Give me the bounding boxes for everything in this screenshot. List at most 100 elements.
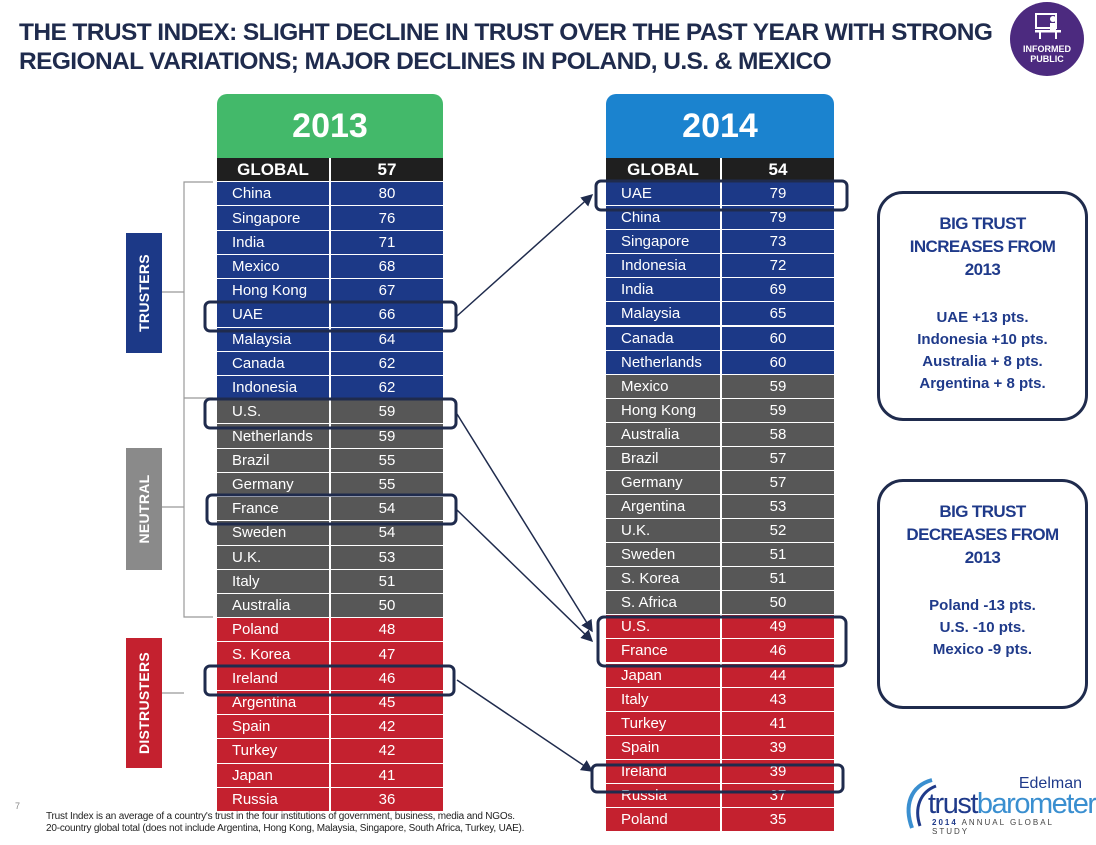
table-row: Indonesia 62	[217, 376, 443, 400]
move-arrow-france	[456, 509, 594, 643]
country-cell: Spain	[232, 718, 271, 736]
value-cell: 79	[769, 209, 787, 227]
table-row: Germany 55	[217, 472, 443, 497]
increase-item: Argentina + 8 pts.	[919, 375, 1046, 392]
value-cell: 60	[769, 329, 787, 347]
logo-subtitle: 2014 ANNUAL GLOBAL STUDY	[932, 818, 1090, 836]
column-divider	[720, 446, 722, 470]
column-divider	[329, 521, 331, 545]
table-row: Turkey 42	[217, 739, 443, 763]
value-cell: 59	[378, 403, 396, 421]
table-row: Spain 42	[217, 715, 443, 739]
country-cell: S. Korea	[232, 645, 291, 663]
value-cell: 51	[769, 570, 787, 588]
table-row: Italy 43	[606, 687, 834, 711]
increase-item: UAE +13 pts.	[936, 309, 1029, 326]
value-cell: 72	[769, 257, 787, 275]
increases-heading-2: INCREASES FROM	[909, 237, 1056, 256]
value-cell: 68	[378, 257, 396, 275]
increases-callout: BIG TRUST INCREASES FROM 2013 UAE +13 pt…	[877, 191, 1088, 421]
column-divider	[329, 715, 331, 739]
value-cell: 35	[769, 810, 787, 828]
table-row: U.K. 53	[217, 545, 443, 569]
table-row: U.S. 49	[606, 615, 834, 639]
table-row: China 79	[606, 206, 834, 230]
value-cell: 69	[769, 281, 787, 299]
value-cell: 51	[769, 546, 787, 564]
table-row: Turkey 41	[606, 711, 834, 735]
country-cell: Australia	[621, 425, 680, 443]
table-row: France 54	[217, 497, 443, 521]
country-cell: Spain	[621, 738, 660, 756]
value-cell: 41	[378, 766, 396, 784]
country-cell: Poland	[621, 810, 668, 828]
country-cell: Indonesia	[232, 379, 298, 397]
value-cell: 62	[378, 379, 396, 397]
column-divider	[329, 206, 331, 230]
country-cell: UAE	[621, 185, 652, 203]
column-divider	[329, 254, 331, 279]
value-cell: 79	[769, 185, 787, 203]
country-cell: Australia	[232, 597, 291, 615]
edelman-trustbarometer-logo: Edelman trustbarometer 2014 ANNUAL GLOBA…	[900, 772, 1096, 836]
country-cell: Germany	[621, 473, 683, 491]
country-cell: Turkey	[232, 742, 278, 760]
country-cell: Turkey	[621, 714, 667, 732]
table-row: Germany 57	[606, 470, 834, 494]
column-divider	[720, 591, 722, 615]
country-cell: Argentina	[621, 498, 686, 516]
value-cell: 54	[378, 524, 396, 542]
column-divider	[329, 351, 331, 375]
column-divider	[720, 158, 722, 182]
column-divider	[720, 326, 722, 350]
country-cell: Singapore	[621, 233, 690, 251]
value-cell: 53	[378, 548, 396, 566]
footnote-line-1: Trust Index is an average of a country's…	[46, 811, 515, 822]
country-cell: Mexico	[621, 377, 669, 395]
country-cell: Italy	[232, 572, 260, 590]
table-row: Mexico 59	[606, 374, 834, 398]
table-row: Sweden 54	[217, 521, 443, 545]
decreases-heading-1: BIG TRUST	[939, 502, 1026, 521]
value-cell: 45	[378, 693, 396, 711]
logo-name-part1: trust	[928, 788, 978, 820]
decrease-item: Mexico -9 pts.	[932, 641, 1033, 658]
value-cell: 55	[378, 475, 396, 493]
tier-label-distrusters: DISTRUSTERS	[126, 638, 162, 768]
table-row: Hong Kong 67	[217, 279, 443, 303]
country-cell: Poland	[232, 621, 279, 639]
value-cell: 46	[378, 669, 396, 687]
country-cell: U.S.	[621, 618, 651, 636]
column-divider	[720, 206, 722, 230]
column-divider	[720, 374, 722, 398]
value-cell: 39	[769, 762, 787, 780]
country-cell: Singapore	[232, 209, 301, 227]
value-cell: 80	[378, 185, 396, 203]
value-cell: 62	[378, 354, 396, 372]
table-row: Brazil 57	[606, 446, 834, 470]
value-cell: 44	[769, 666, 787, 684]
table-row: Netherlands 60	[606, 350, 834, 374]
country-cell: Canada	[621, 329, 674, 347]
value-cell: 47	[378, 645, 396, 663]
table-row: Poland 48	[217, 618, 443, 642]
value-cell: 60	[769, 353, 787, 371]
global-row: GLOBAL 54	[606, 158, 834, 182]
table-row: India 69	[606, 278, 834, 302]
increases-heading-3: 2013	[964, 260, 1001, 279]
value-cell: 57	[769, 449, 787, 467]
table-row: S. Korea 47	[217, 642, 443, 666]
country-cell: U.S.	[232, 403, 262, 421]
country-cell: France	[621, 642, 668, 660]
column-divider	[329, 594, 331, 618]
column-divider	[329, 327, 331, 351]
table-row: Netherlands 59	[217, 424, 443, 448]
table-row: Argentina 53	[606, 495, 834, 519]
table-row: Australia 58	[606, 422, 834, 446]
value-cell: 52	[769, 522, 787, 540]
value-cell: 41	[769, 714, 787, 732]
table-row: France 46	[606, 639, 834, 663]
value-cell: 58	[769, 425, 787, 443]
country-cell: India	[621, 281, 654, 299]
